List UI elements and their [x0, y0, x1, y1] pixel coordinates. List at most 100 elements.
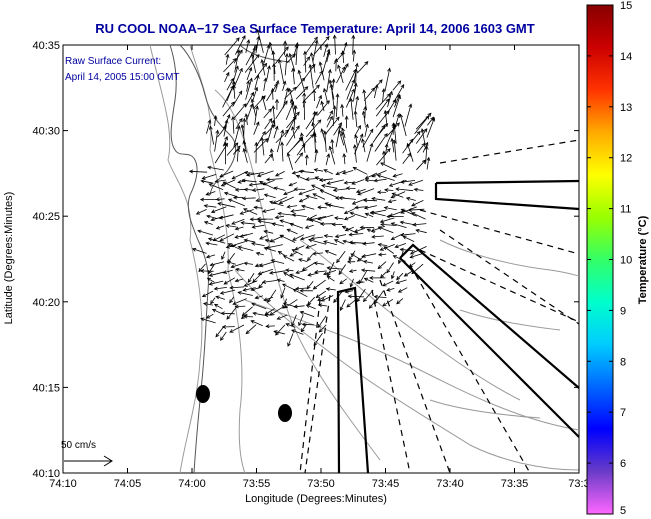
current-arrow [254, 141, 259, 164]
current-arrow [278, 196, 294, 204]
current-arrow [250, 286, 263, 292]
current-arrow [390, 222, 407, 228]
colorbar-tick-label: 8 [620, 356, 626, 368]
current-arrow [297, 69, 306, 93]
current-arrow [304, 224, 314, 229]
current-arrow [315, 290, 327, 298]
coastline-segment [239, 44, 291, 63]
current-arrow [369, 275, 386, 280]
current-arrow [243, 280, 258, 287]
current-arrow [236, 147, 240, 162]
current-arrow [221, 325, 235, 329]
current-arrow [199, 197, 217, 202]
current-arrow [329, 83, 335, 109]
current-arrow [246, 66, 253, 81]
current-arrow [392, 94, 401, 118]
current-arrow [242, 140, 247, 153]
current-arrow [282, 80, 287, 92]
current-arrow [208, 125, 214, 145]
current-arrow [321, 184, 338, 189]
y-tick-label: 40:10 [32, 468, 60, 480]
current-arrow [215, 197, 225, 202]
y-tick-label: 40:20 [32, 297, 60, 309]
colorbar-tick-label: 13 [620, 102, 632, 114]
current-arrow [400, 208, 417, 217]
current-arrow [363, 205, 377, 210]
current-arrow [275, 98, 279, 110]
current-arrow [237, 291, 253, 296]
current-arrow [222, 135, 228, 147]
current-arrow [416, 159, 427, 171]
current-arrow [234, 187, 245, 192]
current-arrow [202, 302, 213, 306]
current-arrow [343, 180, 355, 185]
current-arrow [303, 56, 311, 66]
current-arrow [219, 289, 236, 295]
x-axis-ticks: 74:10 74:05 74:00 73:55 73:50 73:45 73:40 73:35… [49, 45, 590, 490]
x-tick-label: 73:35 [501, 478, 529, 490]
current-arrow [333, 239, 345, 245]
current-arrow [205, 254, 216, 259]
current-arrow [411, 212, 426, 220]
current-arrow [312, 132, 317, 153]
current-arrow [275, 46, 289, 65]
current-arrow [295, 42, 300, 66]
current-arrow [263, 108, 272, 119]
depth-contour [299, 239, 521, 401]
current-arrow [253, 205, 263, 210]
current-arrow [392, 173, 403, 178]
colorbar-tick-label: 9 [620, 305, 626, 317]
current-arrow [312, 89, 317, 102]
current-arrow [273, 125, 279, 139]
current-arrow [230, 263, 244, 269]
current-arrow [290, 209, 305, 213]
current-arrow [251, 188, 265, 192]
current-arrow [373, 178, 387, 183]
current-arrow [295, 77, 306, 90]
current-arrow [307, 272, 318, 277]
current-arrow [376, 190, 387, 195]
current-arrow [336, 250, 346, 264]
current-arrow [283, 299, 298, 309]
current-arrow [415, 228, 427, 234]
current-arrow [299, 310, 315, 317]
current-arrow [232, 298, 247, 305]
current-arrow [305, 194, 318, 200]
current-arrow [392, 139, 397, 161]
current-arrow [409, 252, 424, 259]
current-arrow [288, 182, 297, 187]
current-arrow [234, 226, 244, 231]
current-arrow [298, 169, 315, 174]
current-arrow [292, 288, 308, 298]
current-arrow [256, 130, 266, 147]
current-arrow [222, 85, 234, 108]
current-arrow [242, 147, 248, 163]
current-arrow [298, 188, 316, 196]
current-arrow [400, 179, 416, 184]
current-arrow [323, 270, 337, 276]
radar-outline [336, 286, 370, 474]
current-arrow [312, 279, 326, 290]
current-arrow [276, 314, 288, 320]
current-arrow [363, 277, 374, 283]
current-arrow [357, 61, 369, 74]
current-arrow [256, 29, 264, 53]
legend-line-1: Raw Surface Current: [65, 56, 161, 67]
coastline-segment [169, 44, 209, 474]
current-arrow [253, 121, 260, 135]
current-arrow [219, 233, 235, 242]
current-arrow [206, 119, 212, 134]
current-arrow [255, 251, 264, 256]
current-arrow [384, 188, 394, 193]
current-arrow [203, 220, 213, 225]
current-arrow [252, 86, 259, 101]
current-arrow [326, 115, 333, 128]
current-arrow [291, 170, 305, 175]
x-tick-label: 74:05 [114, 478, 142, 490]
current-arrow [334, 58, 339, 72]
current-arrow [223, 57, 237, 73]
current-arrow [261, 95, 267, 111]
current-arrow [286, 152, 294, 170]
current-arrow [323, 169, 333, 175]
x-tick-label: 73:3 [568, 478, 589, 490]
